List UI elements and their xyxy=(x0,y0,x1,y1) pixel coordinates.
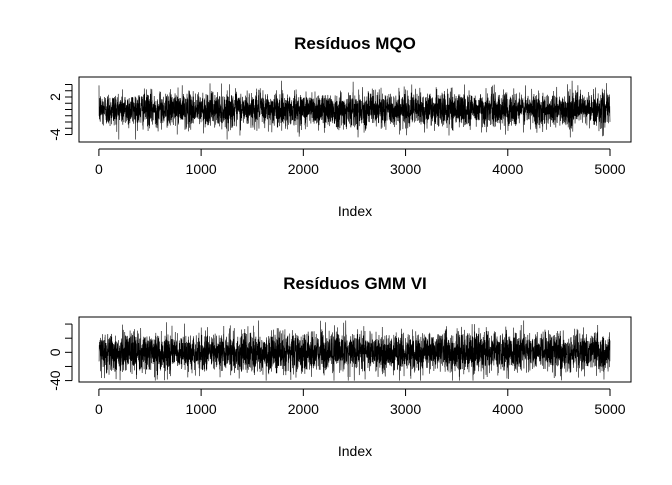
chart-title: Resíduos GMM VI xyxy=(283,274,427,293)
x-tick-label: 4000 xyxy=(492,401,523,417)
x-tick-label: 1000 xyxy=(186,401,217,417)
x-tick-label: 3000 xyxy=(390,401,421,417)
panel-gmm-vi: Resíduos GMM VI -40 0 0 1000 2000 3000 4000 50… xyxy=(47,274,632,459)
x-tick-label: 1000 xyxy=(186,161,217,177)
y-tick-label: -4 xyxy=(47,128,63,141)
series-line xyxy=(98,80,611,140)
x-axis: 0 1000 2000 3000 4000 5000 xyxy=(95,148,626,177)
y-tick-label: 0 xyxy=(47,348,63,356)
x-axis-label: Index xyxy=(338,443,372,459)
series-line xyxy=(98,320,611,381)
y-tick-label: -40 xyxy=(47,370,63,390)
plot-box xyxy=(78,316,632,383)
x-tick-label: 4000 xyxy=(492,161,523,177)
x-tick-label: 5000 xyxy=(594,401,625,417)
panel-mqo: Resíduos MQO -4 2 0 1000 2000 3000 4000 5000 I… xyxy=(47,34,632,219)
x-tick-label: 2000 xyxy=(288,401,319,417)
x-tick-label: 0 xyxy=(95,401,103,417)
y-axis: -40 0 xyxy=(47,323,73,391)
x-axis: 0 1000 2000 3000 4000 5000 xyxy=(95,388,626,417)
y-tick-label: 2 xyxy=(47,93,63,101)
plot-box xyxy=(78,76,632,143)
y-axis: -4 2 xyxy=(47,84,73,141)
x-tick-label: 2000 xyxy=(288,161,319,177)
chart-title: Resíduos MQO xyxy=(294,34,416,53)
x-tick-label: 0 xyxy=(95,161,103,177)
x-tick-label: 5000 xyxy=(594,161,625,177)
x-tick-label: 3000 xyxy=(390,161,421,177)
x-axis-label: Index xyxy=(338,203,372,219)
